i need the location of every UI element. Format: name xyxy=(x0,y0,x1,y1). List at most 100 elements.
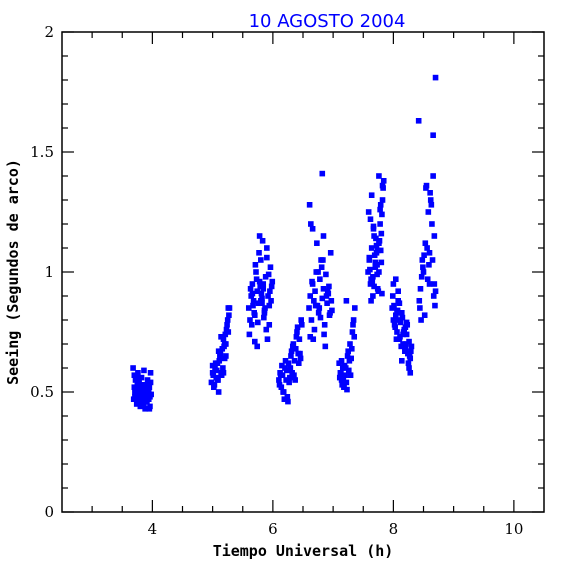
data-point xyxy=(220,365,226,371)
data-point xyxy=(247,317,253,323)
data-point xyxy=(258,298,264,304)
data-point xyxy=(288,353,294,359)
data-point xyxy=(133,391,139,398)
data-point xyxy=(282,358,289,364)
data-point xyxy=(256,250,262,256)
data-point xyxy=(277,372,284,378)
data-point xyxy=(398,343,405,350)
data-point xyxy=(425,209,432,215)
data-point xyxy=(338,370,344,376)
data-point xyxy=(283,367,290,374)
data-point xyxy=(292,377,298,383)
data-point xyxy=(258,257,264,263)
data-point xyxy=(308,317,315,323)
data-point xyxy=(347,372,354,378)
data-point xyxy=(249,281,256,287)
data-point xyxy=(397,334,403,340)
data-point xyxy=(216,358,223,364)
data-point xyxy=(368,298,374,304)
data-point xyxy=(422,240,429,246)
data-point xyxy=(130,396,137,402)
data-point xyxy=(368,192,375,198)
data-point xyxy=(291,372,297,378)
data-point xyxy=(428,202,435,208)
data-point xyxy=(399,310,405,316)
data-point xyxy=(349,329,356,335)
data-point xyxy=(211,382,218,388)
data-point xyxy=(400,331,406,338)
y-tick-label: 0.5 xyxy=(30,383,54,401)
y-tick-label: 1 xyxy=(44,263,54,281)
data-point xyxy=(402,324,409,330)
data-point xyxy=(224,322,230,328)
data-point xyxy=(252,262,259,268)
data-point xyxy=(380,178,387,184)
data-point xyxy=(257,283,264,290)
x-tick-label: 10 xyxy=(504,520,523,538)
data-point xyxy=(280,389,286,395)
data-point xyxy=(309,226,316,232)
data-point xyxy=(259,238,266,244)
data-point xyxy=(268,298,274,304)
data-point xyxy=(312,288,318,294)
data-point xyxy=(426,262,432,268)
data-point xyxy=(131,372,138,378)
data-point xyxy=(291,358,298,364)
data-point xyxy=(251,310,257,316)
data-point xyxy=(390,281,397,287)
data-point xyxy=(416,298,423,304)
data-point xyxy=(343,379,350,386)
data-point xyxy=(262,274,269,280)
data-point xyxy=(250,302,256,309)
data-point xyxy=(223,353,229,359)
data-point xyxy=(406,365,412,371)
data-point xyxy=(347,341,353,347)
data-point xyxy=(260,281,267,287)
data-point xyxy=(424,245,430,251)
data-point xyxy=(377,206,383,213)
data-point xyxy=(320,233,327,239)
data-point xyxy=(421,252,427,258)
data-point xyxy=(147,379,154,386)
data-point xyxy=(253,276,260,282)
data-point xyxy=(406,353,413,359)
data-point xyxy=(321,331,327,338)
data-point xyxy=(392,276,399,282)
data-point xyxy=(260,286,267,292)
data-point xyxy=(323,271,329,278)
data-point xyxy=(276,377,282,383)
data-point xyxy=(221,341,228,347)
data-point xyxy=(133,401,140,407)
data-point xyxy=(266,302,273,309)
data-point xyxy=(394,310,400,316)
data-point xyxy=(137,403,144,410)
data-point xyxy=(426,250,433,256)
data-point xyxy=(393,336,400,342)
data-point xyxy=(287,365,294,371)
data-point xyxy=(131,384,138,390)
data-point xyxy=(215,348,222,354)
data-point xyxy=(371,283,377,290)
data-point xyxy=(225,305,232,311)
data-point xyxy=(262,305,268,311)
data-point xyxy=(430,132,436,138)
data-points xyxy=(130,74,439,412)
data-point xyxy=(263,326,270,333)
data-point xyxy=(130,365,136,371)
data-point xyxy=(403,319,410,326)
data-point xyxy=(376,269,382,275)
data-point xyxy=(415,118,422,124)
data-point xyxy=(352,305,358,311)
data-point xyxy=(267,288,273,294)
data-point xyxy=(395,317,402,323)
data-point xyxy=(427,190,433,196)
data-point xyxy=(256,278,263,285)
data-point xyxy=(141,367,147,374)
data-point xyxy=(261,310,268,316)
x-tick-label: 4 xyxy=(148,520,158,538)
data-point xyxy=(418,317,424,323)
data-point xyxy=(321,322,328,328)
data-point xyxy=(220,370,227,376)
data-point xyxy=(296,336,303,342)
data-point xyxy=(311,298,317,304)
